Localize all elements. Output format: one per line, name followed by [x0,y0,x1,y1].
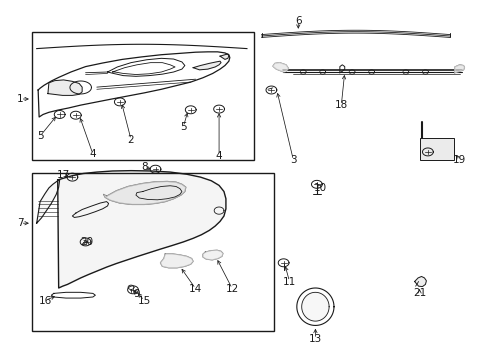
Text: 8: 8 [141,162,147,172]
Text: 3: 3 [289,155,296,165]
Text: 9: 9 [133,289,140,300]
Polygon shape [160,254,193,268]
Text: 20: 20 [81,237,93,247]
Polygon shape [220,54,228,59]
Text: 13: 13 [308,334,322,344]
Bar [32,173,273,331]
Polygon shape [58,171,225,288]
Text: 4: 4 [215,150,222,161]
Polygon shape [454,65,464,73]
Text: 5: 5 [37,131,43,141]
Text: 19: 19 [452,155,466,165]
Polygon shape [37,180,60,223]
Text: 16: 16 [38,296,52,306]
Text: 17: 17 [57,170,70,180]
Polygon shape [272,63,288,72]
Text: 4: 4 [89,149,96,159]
Bar [32,32,254,160]
Bar [419,138,453,160]
Text: 10: 10 [313,183,326,193]
Text: 5: 5 [180,122,186,132]
Text: 15: 15 [137,296,151,306]
Text: 12: 12 [225,284,239,294]
Text: 2: 2 [127,135,134,145]
Polygon shape [103,181,185,204]
Text: 6: 6 [294,16,301,26]
Polygon shape [414,276,426,287]
Polygon shape [203,250,223,260]
Text: 18: 18 [334,100,347,110]
Polygon shape [193,61,221,70]
Polygon shape [48,80,82,95]
Text: 21: 21 [412,288,426,298]
Text: 14: 14 [188,284,202,294]
Text: 1: 1 [17,94,24,104]
Text: 7: 7 [17,218,24,228]
Text: 11: 11 [282,276,296,287]
Polygon shape [301,292,328,321]
